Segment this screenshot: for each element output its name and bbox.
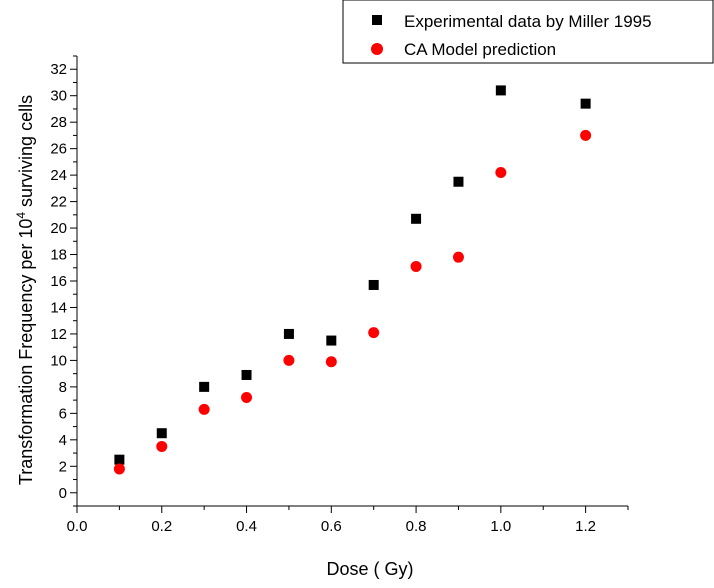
experimental-data-point	[241, 369, 252, 380]
y-tick-label: 14	[50, 299, 67, 316]
x-tick-label: 0.6	[321, 518, 342, 535]
experimental-data-point	[453, 176, 464, 187]
legend-marker-experimental	[372, 15, 382, 25]
x-tick-label: 0.4	[236, 518, 257, 535]
experimental-data-point	[114, 454, 125, 465]
y-tick-label: 10	[50, 352, 67, 369]
experimental-data-point	[283, 328, 294, 339]
y-tick-label: 0	[59, 485, 67, 502]
x-axis-title: Dose ( Gy)	[326, 559, 413, 579]
y-axis-title: Transformation Frequency per 104 survivi…	[14, 95, 36, 485]
y-tick-label: 16	[50, 273, 67, 290]
y-tick-label: 18	[50, 247, 67, 264]
y-tick-label: 20	[50, 220, 67, 237]
y-tick-label: 30	[50, 88, 67, 105]
model-prediction-point	[452, 251, 464, 263]
model-prediction-point	[368, 327, 380, 339]
y-tick-label: 24	[50, 167, 67, 184]
model-prediction-point	[156, 440, 168, 452]
experimental-data-point	[368, 279, 379, 290]
model-prediction-point	[113, 463, 125, 475]
legend: Experimental data by Miller 1995 CA Mode…	[342, 0, 714, 64]
model-prediction-point	[580, 129, 592, 141]
model-prediction-point	[283, 354, 295, 366]
y-axis-title-exponent: 4	[14, 212, 28, 219]
model-prediction-point	[325, 356, 337, 368]
legend-label-experimental: Experimental data by Miller 1995	[404, 12, 652, 31]
x-axis: 0.0 0.2 0.4 0.6 0.8 1.0 1.2	[67, 505, 629, 535]
model-prediction-point	[198, 403, 210, 415]
y-axis-title-rest: surviving cells	[16, 95, 36, 212]
y-tick-label: 32	[50, 61, 67, 78]
experimental-data-point	[156, 428, 167, 439]
y-tick-label: 26	[50, 141, 67, 158]
y-tick-label: 28	[50, 114, 67, 131]
x-tick-label: 1.0	[490, 518, 511, 535]
experimental-data-point	[495, 85, 506, 96]
model-prediction-point	[410, 260, 422, 272]
experimental-data-point	[580, 98, 591, 109]
y-tick-label: 2	[59, 458, 67, 475]
x-tick-label: 0.0	[67, 518, 88, 535]
x-tick-label: 0.8	[406, 518, 427, 535]
model-prediction-point	[495, 166, 507, 178]
experimental-data-point	[199, 381, 210, 392]
legend-box	[342, 0, 714, 64]
experimental-data-point	[411, 213, 422, 224]
experimental-data-point	[326, 335, 337, 346]
y-tick-label: 22	[50, 194, 67, 211]
data-points	[113, 85, 592, 475]
legend-label-model: CA Model prediction	[404, 40, 556, 59]
x-tick-label: 0.2	[151, 518, 172, 535]
y-axis-title-main: Transformation Frequency per 10	[16, 219, 36, 485]
y-tick-label: 4	[59, 432, 67, 449]
x-tick-label: 1.2	[575, 518, 596, 535]
legend-marker-model	[371, 43, 383, 55]
y-tick-label: 8	[59, 379, 67, 396]
y-tick-label: 12	[50, 326, 67, 343]
model-prediction-point	[241, 391, 253, 403]
y-tick-label: 6	[59, 405, 67, 422]
